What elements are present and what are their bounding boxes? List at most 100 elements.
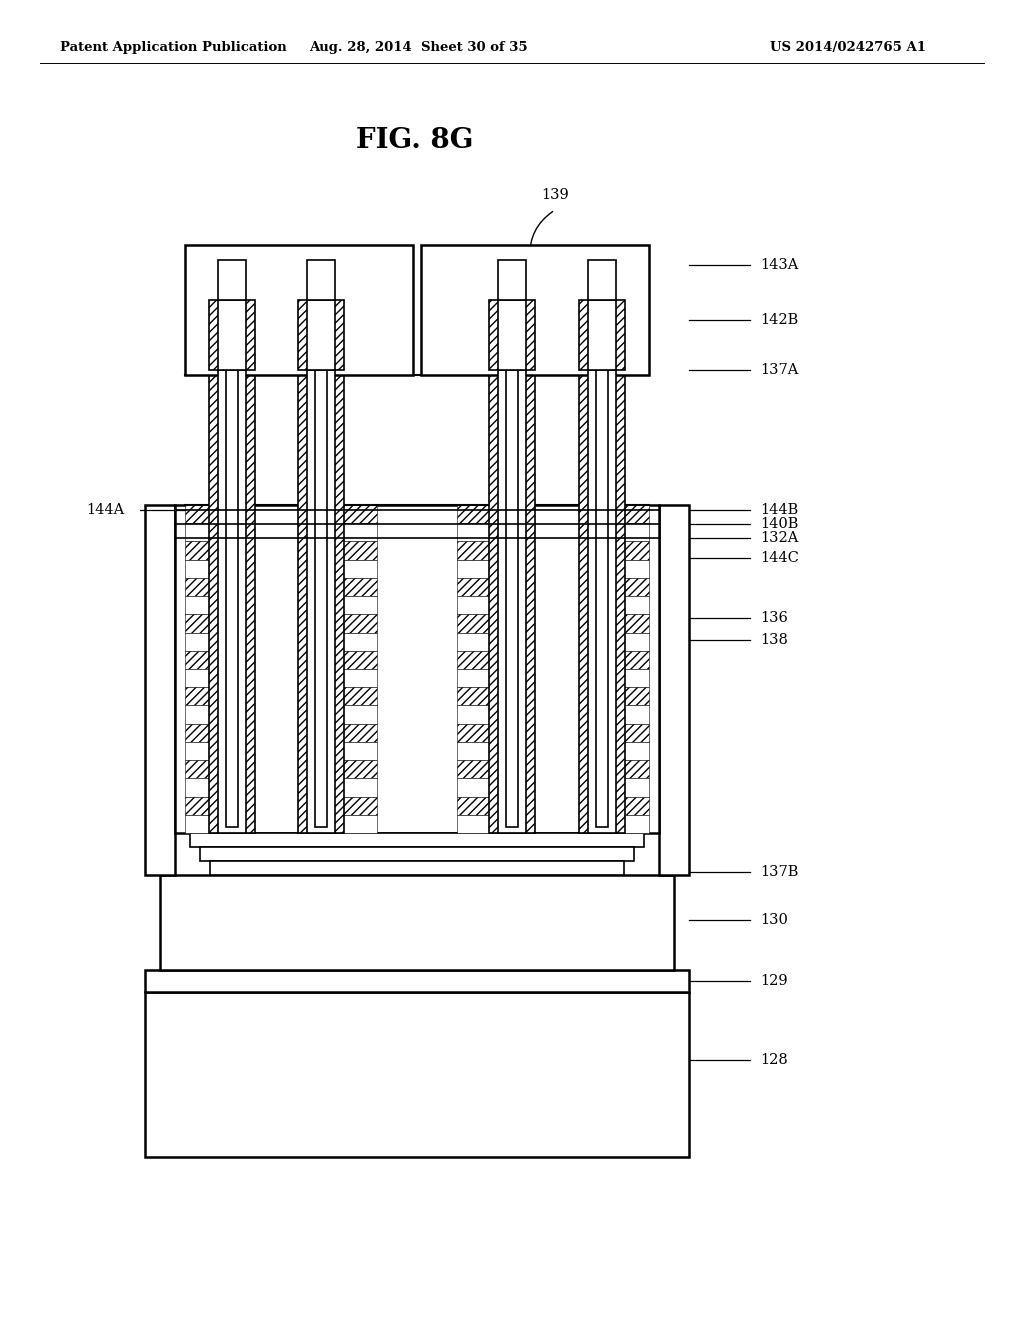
- Bar: [333, 796, 377, 814]
- Bar: [457, 560, 501, 578]
- Bar: [185, 796, 233, 814]
- Text: 143A: 143A: [760, 257, 799, 272]
- Bar: [601, 560, 649, 578]
- Bar: [218, 260, 246, 300]
- Text: Patent Application Publication: Patent Application Publication: [60, 41, 287, 54]
- Bar: [588, 300, 616, 370]
- Bar: [185, 578, 233, 597]
- Bar: [333, 779, 377, 796]
- Bar: [489, 370, 535, 833]
- Bar: [185, 614, 233, 632]
- Bar: [307, 260, 335, 300]
- Bar: [498, 300, 526, 370]
- Bar: [145, 970, 689, 993]
- Text: 139: 139: [541, 187, 569, 202]
- Text: 144B: 144B: [760, 503, 799, 517]
- Bar: [210, 861, 624, 875]
- Bar: [588, 260, 616, 300]
- Bar: [506, 370, 518, 828]
- Bar: [457, 814, 501, 833]
- Bar: [185, 705, 233, 723]
- Bar: [200, 847, 634, 861]
- Bar: [333, 597, 377, 614]
- Bar: [457, 688, 501, 705]
- Bar: [601, 814, 649, 833]
- Bar: [333, 614, 377, 632]
- Bar: [185, 723, 233, 742]
- Bar: [457, 523, 501, 541]
- Bar: [218, 300, 246, 370]
- Text: 137B: 137B: [760, 865, 799, 879]
- Bar: [185, 760, 233, 779]
- Bar: [601, 614, 649, 632]
- Bar: [457, 651, 501, 669]
- Bar: [160, 875, 674, 970]
- Bar: [209, 370, 255, 833]
- Bar: [315, 370, 327, 828]
- Bar: [185, 541, 233, 560]
- Text: Aug. 28, 2014  Sheet 30 of 35: Aug. 28, 2014 Sheet 30 of 35: [308, 41, 527, 54]
- Bar: [307, 370, 335, 833]
- Bar: [185, 779, 233, 796]
- Bar: [333, 632, 377, 651]
- Bar: [457, 632, 501, 651]
- Bar: [601, 688, 649, 705]
- Bar: [175, 506, 659, 833]
- Bar: [601, 742, 649, 760]
- Bar: [333, 688, 377, 705]
- Bar: [457, 541, 501, 560]
- Bar: [457, 506, 501, 523]
- Bar: [209, 300, 255, 370]
- Bar: [601, 669, 649, 688]
- Bar: [601, 651, 649, 669]
- Text: 130: 130: [760, 913, 787, 927]
- Bar: [185, 560, 233, 578]
- Bar: [457, 578, 501, 597]
- Bar: [601, 597, 649, 614]
- Text: 138: 138: [760, 634, 787, 647]
- Text: 132A: 132A: [760, 531, 799, 545]
- Bar: [185, 651, 233, 669]
- Bar: [333, 506, 377, 523]
- Bar: [185, 632, 233, 651]
- Bar: [601, 506, 649, 523]
- Bar: [579, 370, 625, 833]
- Bar: [489, 300, 535, 370]
- Bar: [588, 370, 616, 833]
- Text: 144A: 144A: [87, 503, 125, 517]
- Bar: [333, 760, 377, 779]
- Bar: [333, 723, 377, 742]
- Bar: [185, 597, 233, 614]
- Text: 129: 129: [760, 974, 787, 987]
- Bar: [457, 723, 501, 742]
- Bar: [185, 814, 233, 833]
- Bar: [457, 669, 501, 688]
- Bar: [185, 246, 413, 375]
- Bar: [333, 669, 377, 688]
- Bar: [307, 300, 335, 370]
- Bar: [298, 370, 344, 833]
- Bar: [457, 779, 501, 796]
- Bar: [185, 688, 233, 705]
- Bar: [601, 523, 649, 541]
- Bar: [226, 370, 238, 828]
- Bar: [185, 669, 233, 688]
- Bar: [659, 506, 689, 875]
- Bar: [333, 523, 377, 541]
- Text: 136: 136: [760, 611, 787, 624]
- Text: 128: 128: [760, 1053, 787, 1067]
- Bar: [185, 506, 233, 523]
- Bar: [457, 614, 501, 632]
- Bar: [333, 814, 377, 833]
- Bar: [333, 705, 377, 723]
- Bar: [457, 796, 501, 814]
- Bar: [218, 370, 246, 833]
- Bar: [601, 760, 649, 779]
- Bar: [601, 779, 649, 796]
- Bar: [601, 541, 649, 560]
- Bar: [601, 632, 649, 651]
- Bar: [421, 246, 649, 375]
- Bar: [457, 742, 501, 760]
- Text: 144C: 144C: [760, 550, 799, 565]
- Bar: [601, 796, 649, 814]
